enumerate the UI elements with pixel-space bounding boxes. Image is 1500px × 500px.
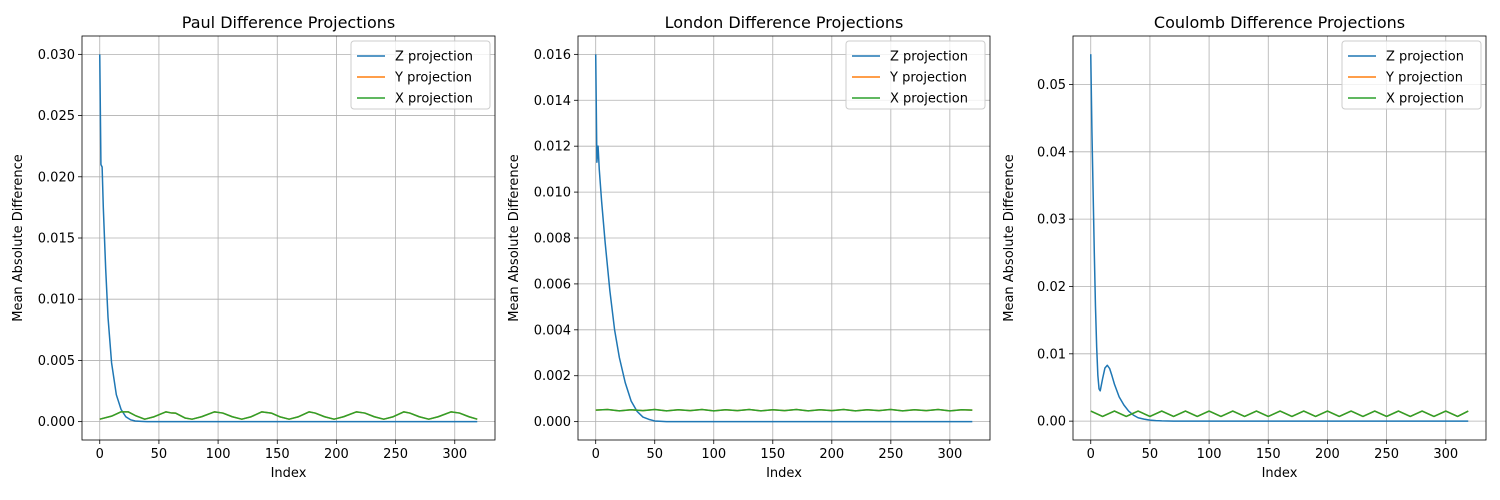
chart-title: Coulomb Difference Projections bbox=[1154, 13, 1405, 32]
legend: Z projection Y projection X projection bbox=[350, 40, 491, 110]
y-tick-label: 0.00 bbox=[1037, 415, 1066, 430]
legend-label-y-projection: Y projection bbox=[394, 71, 472, 86]
x-tick-label: 100 bbox=[701, 447, 726, 462]
y-tick-label: 0.025 bbox=[38, 109, 75, 124]
x-axis-label: Index bbox=[766, 466, 802, 481]
series-line-z-projection bbox=[594, 54, 973, 423]
y-tick-label: 0.01 bbox=[1037, 347, 1066, 362]
x-tick-label: 200 bbox=[324, 447, 349, 462]
y-tick-label: 0.000 bbox=[534, 415, 571, 430]
x-tick-label: 50 bbox=[646, 447, 663, 462]
x-tick-label: 150 bbox=[760, 447, 785, 462]
y-tick-label: 0.002 bbox=[534, 369, 571, 384]
y-tick-label: 0.04 bbox=[1037, 145, 1066, 160]
y-tick-label: 0.020 bbox=[38, 170, 75, 185]
y-axis-label: Mean Absolute Difference bbox=[1002, 154, 1017, 322]
legend: Z projection Y projection X projection bbox=[1341, 40, 1482, 110]
chart-title: Paul Difference Projections bbox=[182, 13, 395, 32]
x-tick-label: 0 bbox=[1087, 447, 1095, 462]
x-tick-label: 300 bbox=[937, 447, 962, 462]
y-tick-label: 0.004 bbox=[534, 323, 571, 338]
x-tick-label: 100 bbox=[1197, 447, 1222, 462]
x-tick-label: 150 bbox=[1256, 447, 1281, 462]
legend-label-z-projection: Z projection bbox=[890, 50, 968, 65]
series-line-x-projection bbox=[99, 411, 478, 420]
y-tick-label: 0.02 bbox=[1037, 280, 1066, 295]
y-tick-label: 0.015 bbox=[38, 232, 75, 247]
y-tick-label: 0.05 bbox=[1037, 78, 1066, 93]
x-tick-label: 300 bbox=[442, 447, 467, 462]
x-tick-label: 200 bbox=[819, 447, 844, 462]
series-line-z-projection bbox=[99, 54, 478, 423]
x-tick-label: 50 bbox=[151, 447, 168, 462]
y-tick-label: 0.006 bbox=[534, 277, 571, 292]
x-tick-label: 0 bbox=[592, 447, 600, 462]
x-axis-label: Index bbox=[1262, 466, 1298, 481]
series-line-z-projection bbox=[1090, 54, 1469, 422]
y-axis-label: Mean Absolute Difference bbox=[507, 154, 522, 322]
y-tick-label: 0.000 bbox=[38, 415, 75, 430]
subplot-2: 0 50 100 150 200 250 300 0.000 0.002 0.004 0.006 0.… bbox=[507, 13, 991, 481]
y-tick-label: 0.008 bbox=[534, 232, 571, 247]
legend-box bbox=[845, 40, 986, 110]
x-tick-label: 0 bbox=[96, 447, 104, 462]
series-line-x-projection bbox=[1090, 410, 1469, 418]
legend-label-z-projection: Z projection bbox=[395, 50, 473, 65]
x-tick-label: 200 bbox=[1315, 447, 1340, 462]
legend-label-x-projection: X projection bbox=[890, 92, 968, 107]
y-tick-label: 0.016 bbox=[534, 48, 571, 63]
subplot-1: 0 50 100 150 200 250 300 0.000 0.005 0.010 0.015 0.… bbox=[11, 13, 496, 481]
legend-box bbox=[1341, 40, 1482, 110]
y-tick-label: 0.010 bbox=[38, 293, 75, 308]
subplot-3: 0 50 100 150 200 250 300 0.00 0.01 0.02 0.03 0.04 0.… bbox=[1002, 13, 1487, 481]
y-tick-label: 0.010 bbox=[534, 186, 571, 201]
legend-label-y-projection: Y projection bbox=[1385, 71, 1463, 86]
y-tick-label: 0.014 bbox=[534, 94, 571, 109]
x-tick-label: 50 bbox=[1142, 447, 1159, 462]
legend-label-x-projection: X projection bbox=[1386, 92, 1464, 107]
x-tick-label: 300 bbox=[1433, 447, 1458, 462]
y-tick-label: 0.005 bbox=[38, 354, 75, 369]
chart-title: London Difference Projections bbox=[665, 13, 904, 32]
y-tick-label: 0.03 bbox=[1037, 213, 1066, 228]
x-tick-label: 100 bbox=[206, 447, 231, 462]
y-tick-label: 0.030 bbox=[38, 48, 75, 63]
x-axis-label: Index bbox=[271, 466, 307, 481]
legend-label-y-projection: Y projection bbox=[889, 71, 967, 86]
legend-label-z-projection: Z projection bbox=[1386, 50, 1464, 65]
plot-frame bbox=[1072, 35, 1487, 441]
x-tick-label: 250 bbox=[383, 447, 408, 462]
x-tick-label: 250 bbox=[1374, 447, 1399, 462]
y-axis-label: Mean Absolute Difference bbox=[11, 154, 26, 322]
legend-label-x-projection: X projection bbox=[395, 92, 473, 107]
y-tick-label: 0.012 bbox=[534, 140, 571, 155]
x-tick-label: 250 bbox=[878, 447, 903, 462]
legend-box bbox=[350, 40, 491, 110]
series-line-x-projection bbox=[595, 408, 973, 412]
x-tick-label: 150 bbox=[265, 447, 290, 462]
legend: Z projection Y projection X projection bbox=[845, 40, 986, 110]
